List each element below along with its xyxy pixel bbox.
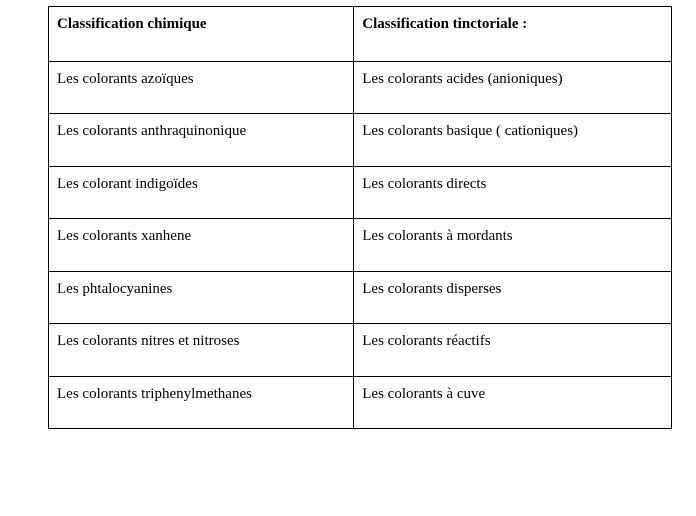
page-wrap: Classification chimique Classification t… [0, 0, 696, 516]
cell-tinctoriale: Les colorants à cuve [354, 376, 672, 429]
cell-chimique: Les colorants azoïques [49, 61, 354, 114]
cell-chimique: Les phtalocyanines [49, 271, 354, 324]
cell-chimique: Les colorants anthraquinonique [49, 114, 354, 167]
table-row: Les phtalocyanines Les colorants dispers… [49, 271, 672, 324]
table-row: Les colorants triphenylmethanes Les colo… [49, 376, 672, 429]
cell-chimique: Les colorant indigoïdes [49, 166, 354, 219]
table-row: Les colorants azoïques Les colorants aci… [49, 61, 672, 114]
cell-tinctoriale: Les colorants directs [354, 166, 672, 219]
table-row: Les colorants xanhene Les colorants à mo… [49, 219, 672, 272]
cell-chimique: Les colorants xanhene [49, 219, 354, 272]
cell-chimique: Les colorants nitres et nitroses [49, 324, 354, 377]
cell-tinctoriale: Les colorants à mordants [354, 219, 672, 272]
cell-chimique: Les colorants triphenylmethanes [49, 376, 354, 429]
cell-tinctoriale: Les colorants basique ( cationiques) [354, 114, 672, 167]
table-header-row: Classification chimique Classification t… [49, 7, 672, 62]
cell-tinctoriale: Les colorants acides (anioniques) [354, 61, 672, 114]
table-row: Les colorants nitres et nitroses Les col… [49, 324, 672, 377]
cell-tinctoriale: Les colorants disperses [354, 271, 672, 324]
table-row: Les colorant indigoïdes Les colorants di… [49, 166, 672, 219]
cell-tinctoriale: Les colorants réactifs [354, 324, 672, 377]
classification-table: Classification chimique Classification t… [48, 6, 672, 429]
table-row: Les colorants anthraquinonique Les color… [49, 114, 672, 167]
header-chimique: Classification chimique [49, 7, 354, 62]
header-tinctoriale: Classification tinctoriale : [354, 7, 672, 62]
